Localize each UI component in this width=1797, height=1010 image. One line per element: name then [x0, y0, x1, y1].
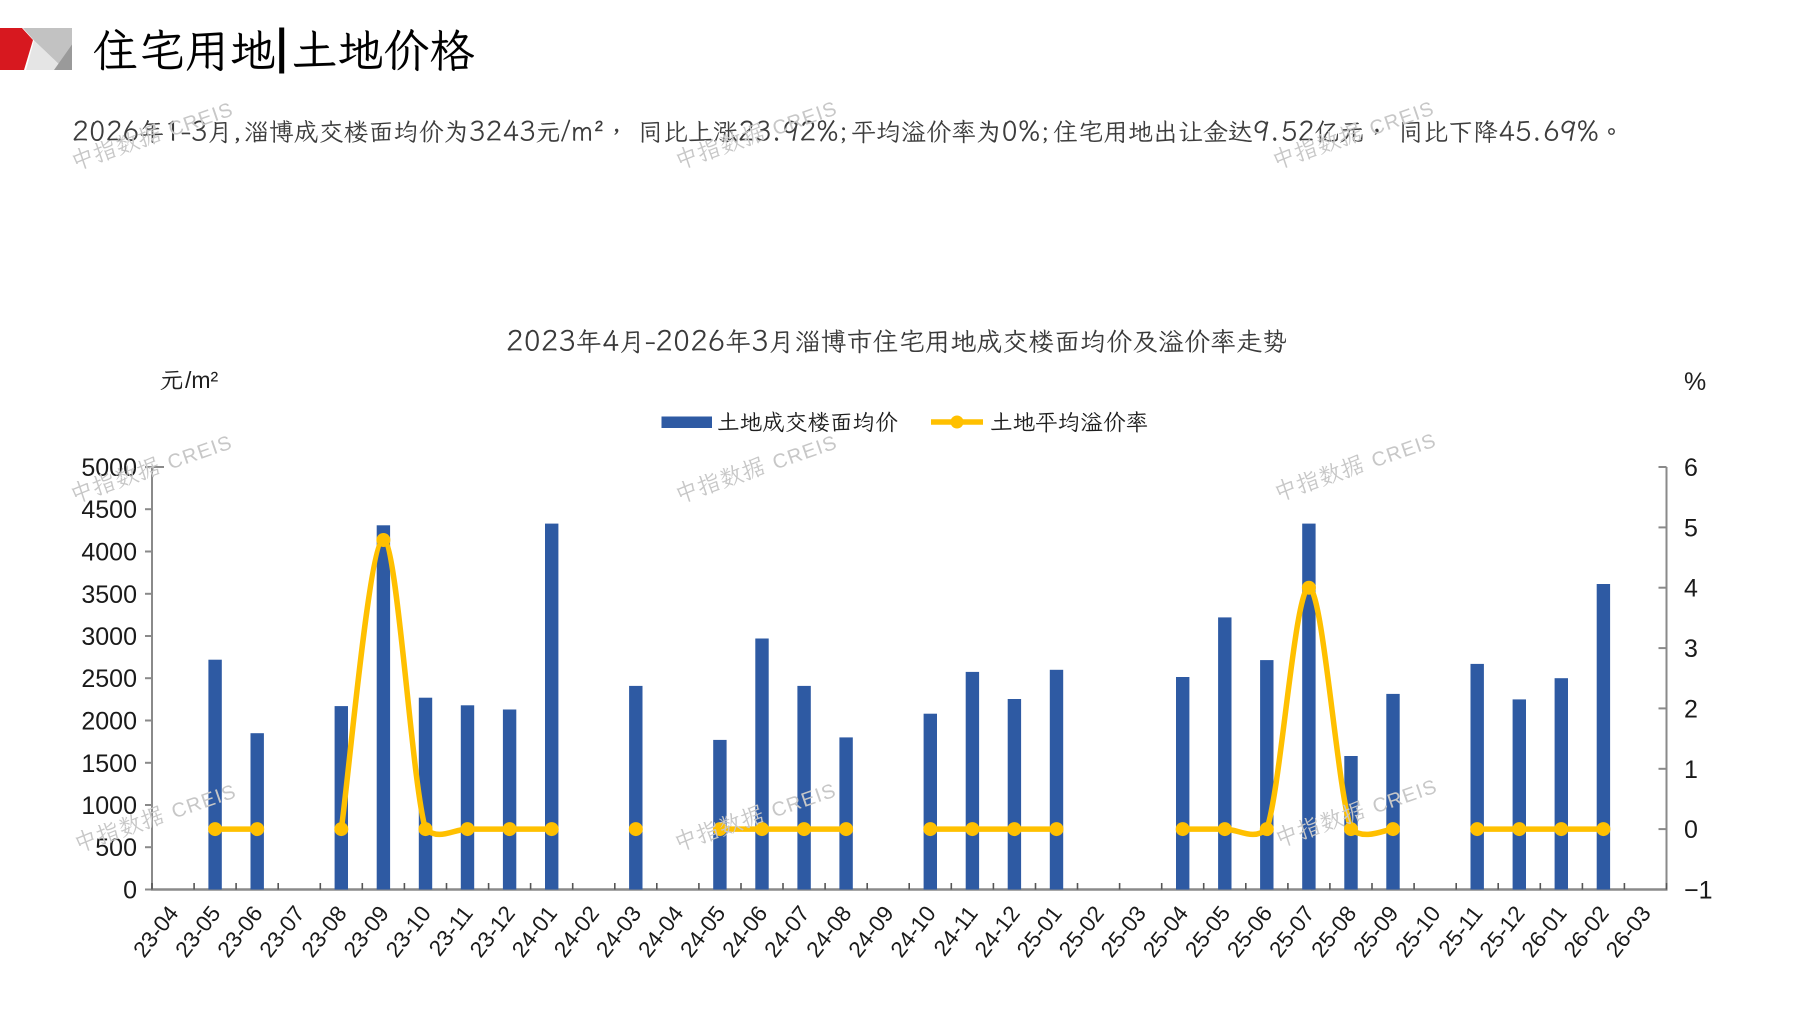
- svg-text:1: 1: [1684, 756, 1698, 784]
- svg-text:3500: 3500: [81, 581, 137, 609]
- svg-text:2: 2: [1684, 695, 1698, 723]
- svg-text:0: 0: [1684, 816, 1698, 844]
- svg-text:0: 0: [123, 877, 137, 905]
- svg-text:1000: 1000: [81, 792, 137, 820]
- svg-text:%: %: [1684, 368, 1706, 396]
- svg-text:4: 4: [1684, 575, 1698, 603]
- svg-text:5000: 5000: [81, 454, 137, 482]
- svg-text:5: 5: [1684, 514, 1698, 542]
- svg-text:6: 6: [1684, 454, 1698, 482]
- svg-text:3000: 3000: [81, 623, 137, 651]
- svg-text:4000: 4000: [81, 539, 137, 567]
- svg-text:1500: 1500: [81, 750, 137, 778]
- svg-text:/m²: /m²: [185, 367, 219, 393]
- svg-text:4500: 4500: [81, 496, 137, 524]
- svg-text:−1: −1: [1684, 877, 1713, 905]
- svg-text:2000: 2000: [81, 708, 137, 736]
- svg-text:3: 3: [1684, 635, 1698, 663]
- svg-text:2500: 2500: [81, 665, 137, 693]
